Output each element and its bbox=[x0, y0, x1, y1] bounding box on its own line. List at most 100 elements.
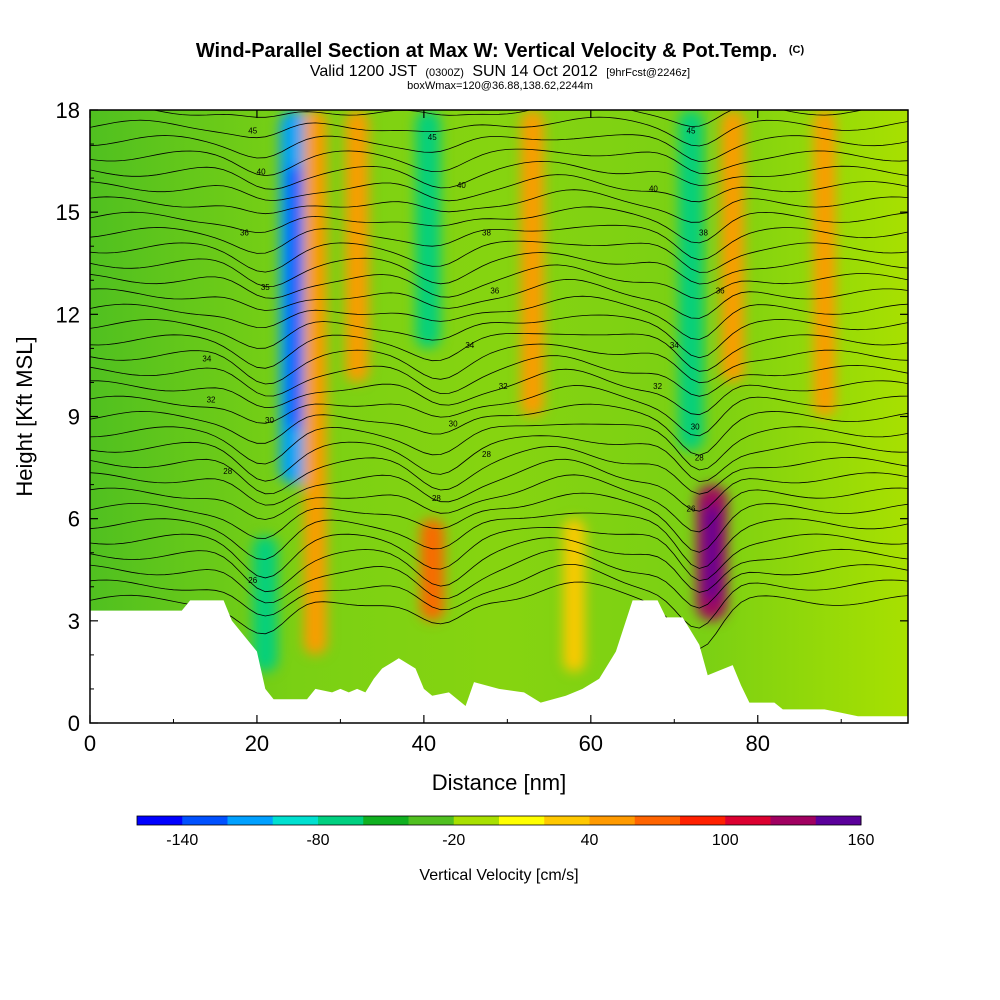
colorbar-tick-label: -140 bbox=[166, 832, 198, 849]
y-tick-label: 18 bbox=[56, 98, 80, 123]
theta-contour-line bbox=[151, 110, 864, 127]
velocity-core bbox=[704, 505, 719, 601]
theta-contour-line bbox=[90, 206, 908, 244]
theta-contour-label: 32 bbox=[653, 382, 662, 391]
theta-contour-label: 45 bbox=[248, 126, 257, 135]
colorbar-tick-label: 160 bbox=[848, 832, 875, 849]
colorbar-swatch bbox=[318, 816, 364, 825]
colorbar-frame bbox=[136, 815, 862, 826]
theta-contour-line bbox=[90, 240, 908, 273]
velocity-streak bbox=[678, 110, 704, 451]
y-tick-label: 3 bbox=[68, 609, 80, 634]
theta-contour-label: 28 bbox=[695, 453, 704, 462]
theta-contour-line bbox=[90, 526, 908, 582]
x-tick-label: 60 bbox=[579, 731, 603, 756]
colorbar-swatch bbox=[589, 816, 636, 825]
x-tick-label: 80 bbox=[746, 731, 770, 756]
y-tick-label: 15 bbox=[56, 200, 80, 225]
y-axis-label: Height [Kft MSL] bbox=[12, 336, 37, 496]
theta-contour-label: 30 bbox=[691, 423, 700, 432]
chart-subtitle-2: boxWmax=120@36.88,138.62,2244m bbox=[407, 80, 593, 92]
colorbar-tick-label: -20 bbox=[442, 832, 465, 849]
theta-contour-line bbox=[90, 355, 908, 397]
colorbar-swatch bbox=[227, 816, 274, 825]
theta-contour-label: 28 bbox=[223, 467, 232, 476]
theta-contour-label: 30 bbox=[449, 419, 458, 428]
subtitle-utc: (0300Z) bbox=[425, 67, 464, 79]
colorbar-swatch bbox=[453, 816, 500, 825]
velocity-streak bbox=[252, 535, 278, 672]
theta-contour-line bbox=[90, 537, 908, 593]
colorbar-swatch bbox=[770, 816, 817, 825]
theta-contour-line bbox=[90, 385, 908, 437]
x-axis-label: Distance [nm] bbox=[432, 770, 567, 795]
theta-contour-line bbox=[90, 148, 908, 177]
subtitle-date: SUN 14 Oct 2012 bbox=[472, 63, 598, 80]
theta-contour-line bbox=[90, 343, 908, 385]
colorbar-swatch bbox=[182, 816, 228, 825]
theta-contour-line bbox=[90, 512, 908, 569]
chart-title: Wind-Parallel Section at Max W: Vertical… bbox=[196, 40, 805, 62]
contour-labels: 26 28 30 32 34 35 36 40 45 28 28 30 32 34 36 38 40 45 26 28… bbox=[202, 126, 725, 585]
theta-contour-line bbox=[90, 332, 908, 372]
subtitle-valid: Valid 1200 JST bbox=[310, 63, 418, 80]
theta-contour-label: 38 bbox=[699, 229, 708, 238]
colorbar-swatch bbox=[363, 816, 409, 825]
theta-contour-label: 45 bbox=[428, 133, 437, 142]
theta-contour-label: 32 bbox=[207, 395, 216, 404]
velocity-streak bbox=[563, 518, 585, 672]
theta-contour-label: 28 bbox=[482, 450, 491, 459]
colorbar-swatch bbox=[272, 816, 319, 825]
colorbar-swatch bbox=[815, 816, 862, 825]
theta-contour-line bbox=[90, 116, 908, 147]
colorbar-swatch bbox=[634, 816, 681, 825]
terrain bbox=[90, 600, 908, 723]
chart-title-text: Wind-Parallel Section at Max W: Vertical… bbox=[196, 40, 777, 62]
theta-contour-line bbox=[90, 474, 908, 533]
theta-contour-line bbox=[90, 564, 908, 629]
theta-contour-line bbox=[90, 314, 908, 359]
theta-contour-label: 28 bbox=[432, 494, 441, 503]
theta-contour-line bbox=[90, 435, 908, 483]
colorbar-tick-label: 40 bbox=[581, 832, 599, 849]
theta-contour-line bbox=[90, 189, 908, 223]
subtitle-forecast: [9hrFcst@2246z] bbox=[606, 67, 690, 79]
velocity-core bbox=[287, 166, 302, 429]
theta-contour-line bbox=[90, 403, 908, 456]
chart-subtitle: Valid 1200 JST (0300Z) SUN 14 Oct 2012 [… bbox=[310, 63, 690, 80]
theta-contour-line bbox=[90, 446, 908, 495]
chart-title-mark: (C) bbox=[789, 44, 805, 56]
theta-contour-label: 26 bbox=[248, 576, 257, 585]
theta-contour-label: 36 bbox=[490, 286, 499, 295]
theta-contour-label: 40 bbox=[257, 167, 266, 176]
theta-contour-label: 34 bbox=[670, 341, 679, 350]
colorbar-tick-label: 100 bbox=[712, 832, 739, 849]
x-tick-label: 0 bbox=[84, 731, 96, 756]
velocity-streak bbox=[420, 518, 445, 621]
theta-contour-line bbox=[90, 134, 908, 163]
theta-contours bbox=[90, 110, 908, 650]
theta-contour-line bbox=[90, 458, 908, 512]
theta-contour-line bbox=[90, 252, 908, 288]
colorbar-label: Vertical Velocity [cm/s] bbox=[419, 867, 578, 884]
velocity-streak bbox=[721, 110, 745, 383]
theta-contour-label: 32 bbox=[499, 382, 508, 391]
plot-area bbox=[90, 110, 908, 723]
theta-contour-line bbox=[90, 264, 908, 300]
x-axis: 0 20 40 60 80 bbox=[84, 110, 842, 756]
x-tick-label: 20 bbox=[245, 731, 269, 756]
y-tick-label: 9 bbox=[68, 405, 80, 430]
colorbar-swatch bbox=[137, 816, 183, 825]
y-tick-label: 12 bbox=[56, 302, 80, 327]
colorbar-swatch bbox=[680, 816, 726, 825]
velocity-streak bbox=[520, 110, 544, 417]
colorbar: -140 -80 -20 40 100 160 bbox=[136, 815, 875, 849]
theta-contour-label: 40 bbox=[457, 181, 466, 190]
theta-contour-label: 34 bbox=[202, 355, 211, 364]
colorbar-swatch bbox=[499, 816, 545, 825]
theta-contour-label: 36 bbox=[240, 229, 249, 238]
theta-contour-line bbox=[90, 549, 908, 609]
theta-contour-label: 38 bbox=[482, 229, 491, 238]
